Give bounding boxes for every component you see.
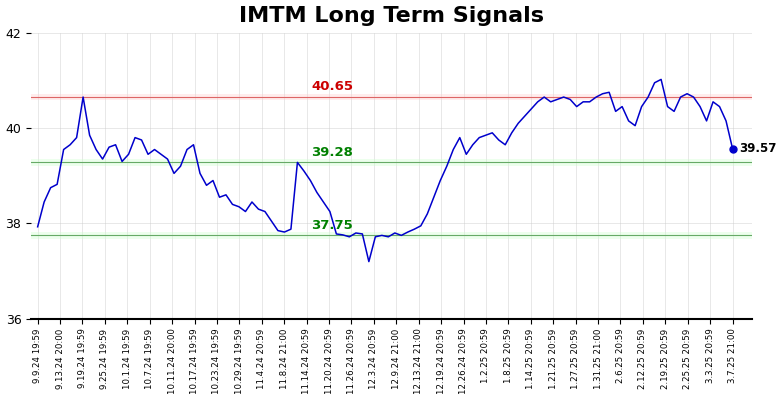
- Text: 39.57: 39.57: [739, 142, 776, 155]
- Bar: [31, 94, 752, 100]
- Bar: [31, 159, 752, 166]
- Text: 39.28: 39.28: [311, 146, 353, 158]
- Bar: [31, 232, 752, 239]
- Text: 40.65: 40.65: [311, 80, 354, 93]
- Text: 37.75: 37.75: [311, 218, 353, 232]
- Title: IMTM Long Term Signals: IMTM Long Term Signals: [239, 6, 544, 26]
